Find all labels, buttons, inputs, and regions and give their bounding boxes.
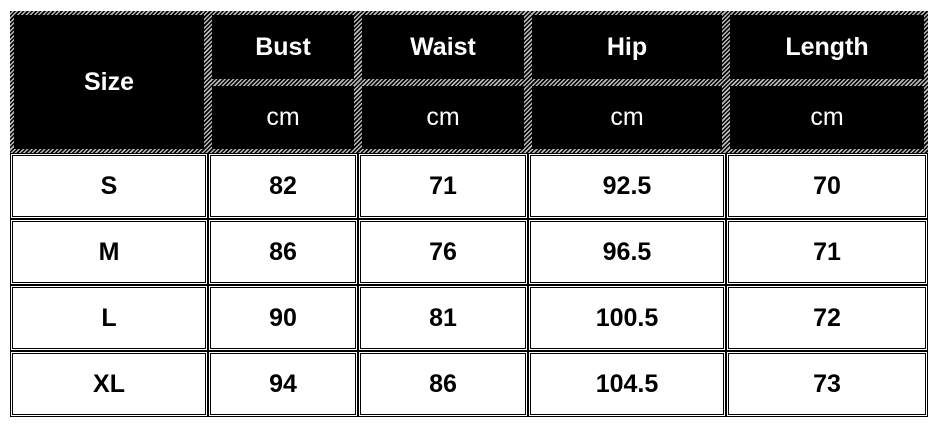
header-bust: Bust	[212, 15, 354, 79]
header-size: Size	[14, 15, 204, 149]
value-cell: 96.5	[528, 219, 726, 285]
header-unit: cm	[362, 86, 524, 149]
size-cell: XL	[10, 351, 208, 417]
value-cell: 72	[726, 285, 928, 351]
value-cell: 104.5	[528, 351, 726, 417]
header-length: Length	[730, 15, 924, 79]
header-waist: Waist	[362, 15, 524, 79]
value-cell: 82	[208, 153, 358, 219]
value-cell: 71	[358, 153, 528, 219]
header-unit: cm	[212, 86, 354, 149]
value-cell: 100.5	[528, 285, 726, 351]
value-cell: 70	[726, 153, 928, 219]
value-cell: 94	[208, 351, 358, 417]
value-cell: 90	[208, 285, 358, 351]
value-cell: 71	[726, 219, 928, 285]
size-cell: L	[10, 285, 208, 351]
header-unit: cm	[532, 86, 722, 149]
value-cell: 81	[358, 285, 528, 351]
value-cell: 86	[208, 219, 358, 285]
size-cell: M	[10, 219, 208, 285]
header-hip: Hip	[532, 15, 722, 79]
value-cell: 92.5	[528, 153, 726, 219]
value-cell: 86	[358, 351, 528, 417]
header-unit: cm	[730, 86, 924, 149]
value-cell: 73	[726, 351, 928, 417]
size-cell: S	[10, 153, 208, 219]
value-cell: 76	[358, 219, 528, 285]
